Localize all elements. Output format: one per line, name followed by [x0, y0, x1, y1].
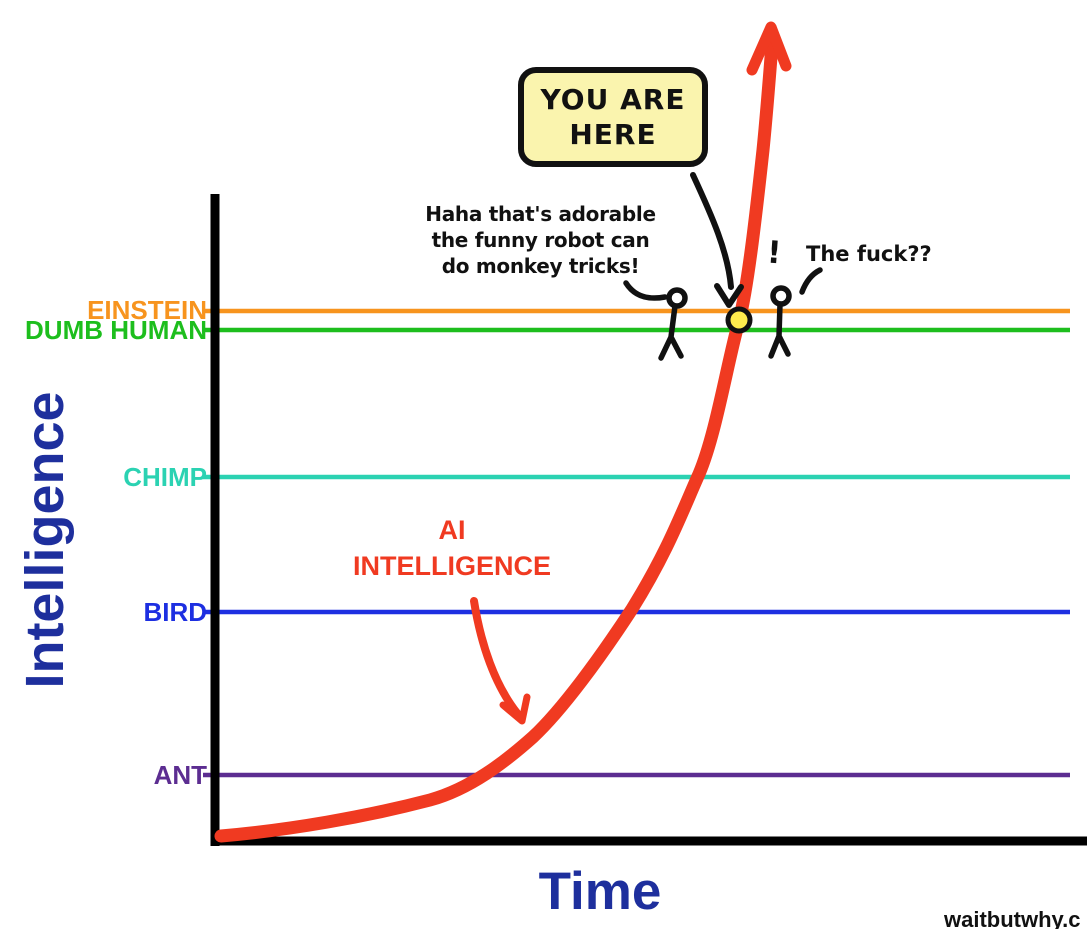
left-speech-line1: Haha that's adorable [425, 202, 656, 226]
right-speech-arc [799, 267, 823, 295]
dumb-human-label: DUMB HUMAN [25, 315, 207, 345]
ai-curve-label-line1: AI [438, 515, 466, 545]
chimp-label: CHIMP [123, 462, 207, 492]
ai-label-arrowhead [499, 693, 531, 725]
y-axis-label: Intelligence [15, 391, 75, 689]
right-stick-figure [768, 285, 792, 359]
watermark: waitbutwhy.c [944, 907, 1081, 929]
left-speech-arc [623, 280, 668, 301]
you-are-here-callout: YOU ARE HERE [518, 67, 708, 167]
you-are-here-arrowhead [714, 283, 744, 308]
x-axis-label: Time [538, 862, 662, 921]
you-are-here-line1: YOU ARE [540, 83, 686, 116]
ai-curve-label-line2: INTELLIGENCE [352, 551, 551, 581]
right-figure-body [768, 301, 791, 359]
left-stick-figure [658, 287, 688, 361]
einstein-label: EINSTEIN [87, 295, 207, 325]
left-speech-line2: the funny robot can [431, 228, 650, 252]
ai-curve-arrowhead [746, 21, 792, 76]
ant-label: ANT [153, 760, 207, 790]
left-speech-line3: do monkey tricks! [441, 254, 640, 278]
left-figure-head [666, 287, 688, 309]
you-are-here-line2: HERE [569, 118, 657, 151]
you-are-here-marker [725, 306, 753, 334]
ai-curve-label: AI INTELLIGENCE [327, 512, 577, 584]
left-figure-body [658, 303, 684, 361]
you-are-here-arrow [690, 172, 734, 290]
exclamation-mark: ! [765, 234, 783, 272]
ai-label-arrow [470, 597, 521, 717]
left-speech-text: Haha that's adorable the funny robot can… [398, 201, 683, 279]
ai-curve [214, 37, 779, 843]
bird-label: BIRD [143, 597, 207, 627]
right-speech-text: The fuck?? [806, 242, 932, 266]
